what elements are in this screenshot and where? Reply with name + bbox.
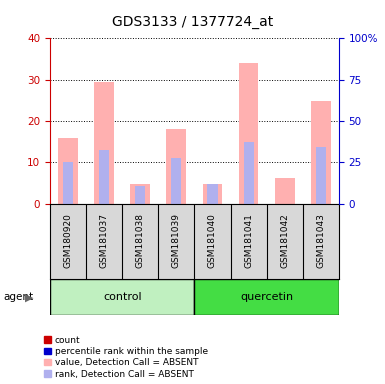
Text: GSM181038: GSM181038 <box>136 213 145 268</box>
Bar <box>50 280 194 315</box>
Text: GSM181043: GSM181043 <box>316 213 325 268</box>
Text: GSM181039: GSM181039 <box>172 213 181 268</box>
Text: GSM180920: GSM180920 <box>64 213 73 268</box>
Text: agent: agent <box>4 292 34 302</box>
Bar <box>208 184 218 204</box>
Bar <box>239 63 258 204</box>
Text: GSM181041: GSM181041 <box>244 213 253 268</box>
Text: ▶: ▶ <box>25 292 33 302</box>
Text: GSM181042: GSM181042 <box>280 213 289 268</box>
Bar <box>194 280 339 315</box>
Bar <box>135 187 146 204</box>
Bar <box>131 184 150 204</box>
Bar <box>99 150 109 204</box>
Legend: count, percentile rank within the sample, value, Detection Call = ABSENT, rank, : count, percentile rank within the sample… <box>43 335 209 379</box>
Bar <box>166 129 186 204</box>
Text: control: control <box>103 292 142 302</box>
Bar <box>316 147 326 204</box>
Bar <box>63 162 73 204</box>
Bar <box>243 142 254 204</box>
Bar <box>311 101 331 204</box>
Bar <box>171 158 181 204</box>
Text: GSM181037: GSM181037 <box>100 213 109 268</box>
Text: GDS3133 / 1377724_at: GDS3133 / 1377724_at <box>112 15 273 29</box>
Bar <box>203 184 223 204</box>
Text: quercetin: quercetin <box>240 292 293 302</box>
Bar <box>58 137 78 204</box>
Text: GSM181040: GSM181040 <box>208 213 217 268</box>
Bar <box>94 82 114 204</box>
Bar <box>275 178 295 204</box>
